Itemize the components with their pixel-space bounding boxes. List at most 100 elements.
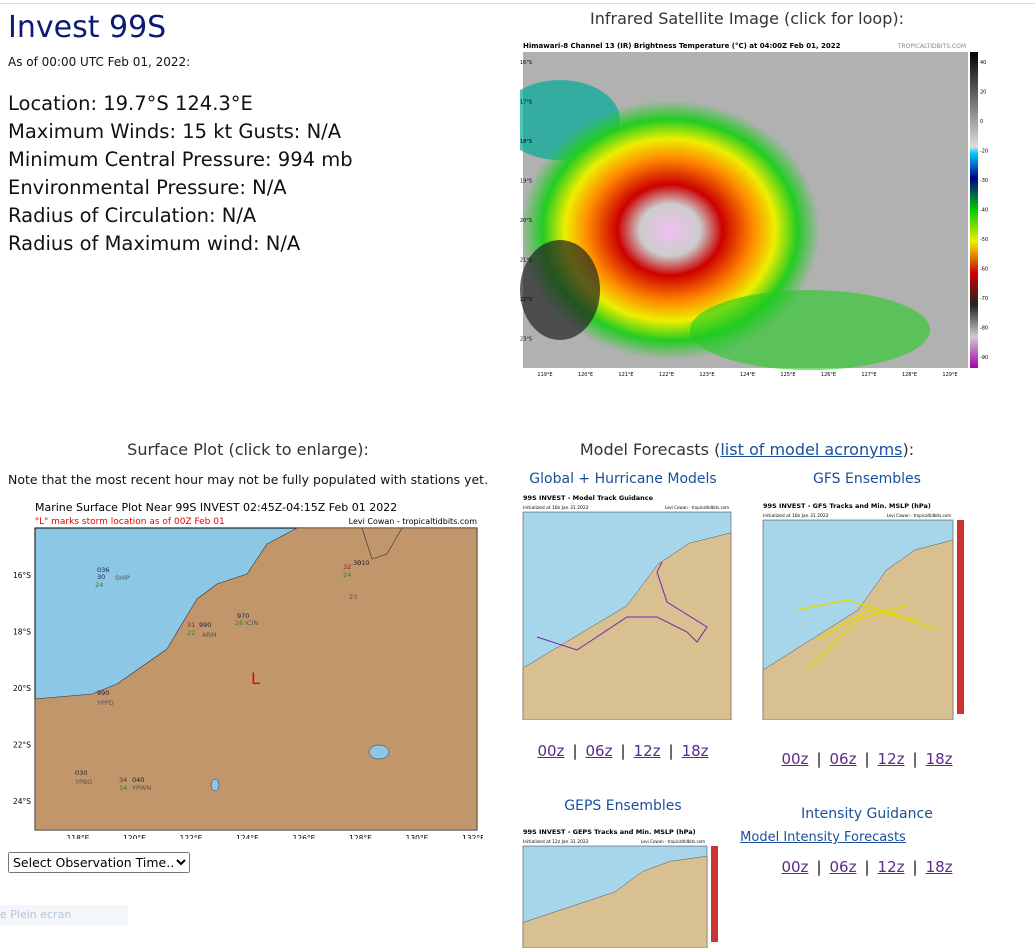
station-label: 14 [119,784,127,792]
colorbar-label: 0 [980,119,983,125]
lat-label: 20°S [520,218,532,224]
station-label: 23 [349,593,357,601]
lon-label: 122°E [659,372,674,378]
station-label: 30 [97,573,105,581]
lat-label: 21°S [520,258,532,264]
lon-label: 124°E [740,372,755,378]
station-label: ICIN [245,619,258,627]
station-label: 26 [235,619,243,627]
lat-label: 18°S [13,628,31,637]
lat-label: 22°S [13,741,31,750]
gfs-plot[interactable]: 99S INVEST - GFS Tracks and Min. MSLP (h… [757,500,973,720]
detail-line: Radius of Circulation: N/A [8,204,257,227]
lon-label: 129°E [942,372,957,378]
lon-label: 130°E [406,834,429,839]
land [522,532,732,720]
surface-plot[interactable]: Marine Surface Plot Near 99S INVEST 02:4… [7,499,483,839]
station-label: 24 [95,581,103,589]
time-link[interactable]: 06z [829,750,857,768]
satellite-image[interactable]: Himawari-8 Channel 13 (IR) Brightness Te… [520,40,990,380]
colorbar-label: -20 [980,149,988,155]
plot-title: 99S INVEST - GFS Tracks and Min. MSLP (h… [763,502,931,510]
image-title: Himawari-8 Channel 13 (IR) Brightness Te… [523,42,841,50]
lat-label: 23°S [520,337,532,343]
separator: | [620,742,626,760]
lon-label: 122°E [180,834,203,839]
time-link[interactable]: 12z [877,750,905,768]
lon-label: 121°E [618,372,633,378]
station-label: 990 [199,621,211,629]
intensity-heading: Intensity Guidance [801,806,933,822]
plot-title: Marine Surface Plot Near 99S INVEST 02:4… [35,501,397,514]
time-link[interactable]: 12z [877,858,905,876]
lon-label: 118°E [67,834,90,839]
station-label: 22 [187,629,195,637]
lon-label: 119°E [537,372,552,378]
station-label: YPPD [96,699,114,707]
lon-label: 126°E [293,834,316,839]
lat-label: 20°S [13,684,31,693]
station-label: 34 [119,776,127,784]
time-link[interactable]: 18z [681,742,709,760]
time-link[interactable]: 18z [925,858,953,876]
separator: | [668,742,674,760]
lon-label: 128°E [349,834,372,839]
track [536,561,708,651]
colorbar-label: -90 [980,355,988,361]
lon-label: 125°E [780,372,795,378]
station-label: 32 [343,563,351,571]
global-plot[interactable]: 99S INVEST - Model Track Guidance Initial… [517,492,733,720]
lon-label: 120°E [123,834,146,839]
time-link[interactable]: 06z [829,858,857,876]
colorbar-label: 40 [980,60,986,66]
colorbar [711,846,718,942]
model-heading: Model Forecasts (list of model acronyms)… [580,440,914,459]
global-heading: Global + Hurricane Models [529,471,717,487]
storm-title: Invest 99S [8,10,167,45]
station-label: 030 [75,769,87,777]
detail-line: Radius of Maximum wind: N/A [8,232,301,255]
lon-label: 120°E [578,372,593,378]
time-link[interactable]: 00z [537,742,565,760]
plot-init: Initialized at 18z Jan 31 2022 [763,513,829,519]
detail-line: Environmental Pressure: N/A [8,176,287,199]
acronyms-link[interactable]: list of model acronyms [720,440,903,459]
station-label: 990 [97,689,109,697]
top-rule [0,3,1035,4]
as-of: As of 00:00 UTC Feb 01, 2022: [8,55,191,69]
plot-title: 99S INVEST - Model Track Guidance [523,494,654,502]
time-link[interactable]: 06z [585,742,613,760]
station-label: 30 [353,559,361,567]
lat-label: 24°S [13,797,31,806]
gfs-heading: GFS Ensembles [813,471,921,487]
time-link[interactable]: 00z [781,858,809,876]
colorbar-label: -30 [980,178,988,184]
fullscreen-hint: e Plein ecran [0,905,128,925]
image-credit: TROPICALTIDBITS.COM [897,43,966,50]
time-link[interactable]: 00z [781,750,809,768]
station-label: 24 [343,571,351,579]
plot-credit: Levi Cowan - tropicaltidbits.com [641,839,705,844]
lat-label: 19°S [520,179,532,185]
surface-heading: Surface Plot (click to enlarge): [127,440,369,459]
intensity-times: 00z | 06z | 12z | 18z [781,857,952,876]
colorbar-label: -60 [980,267,988,273]
observation-select[interactable]: Select Observation Time... [8,852,190,873]
time-link[interactable]: 18z [925,750,953,768]
lat-label: 16°S [520,60,532,66]
separator: | [864,750,870,768]
intensity-link[interactable]: Model Intensity Forecasts [740,830,906,845]
geps-plot[interactable]: 99S INVEST - GEPS Tracks and Min. MSLP (… [517,826,727,948]
station-label: SHIP [115,574,130,582]
tracks [796,599,938,671]
plot-init: Initialized at 12z Jan 31 2022 [523,839,589,845]
time-link[interactable]: 12z [633,742,661,760]
separator: | [912,858,918,876]
plot-credit: Levi Cowan - tropicaltidbits.com [665,505,729,510]
gfs-times: 00z | 06z | 12z | 18z [781,749,952,768]
detail-line: Minimum Central Pressure: 994 mb [8,148,353,171]
plot-subtitle: "L" marks storm location as of 00Z Feb 0… [35,517,225,527]
separator: | [864,858,870,876]
lon-label: 132°E [462,834,483,839]
global-times: 00z | 06z | 12z | 18z [537,741,708,760]
